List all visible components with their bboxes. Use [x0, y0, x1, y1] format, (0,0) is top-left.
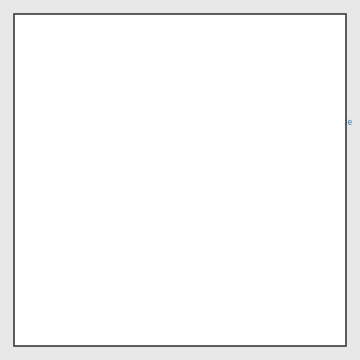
Text: 17.5: 17.5: [135, 116, 152, 125]
Text: 27.5: 27.5: [172, 90, 189, 99]
Text: L L 2: L L 2: [214, 196, 232, 205]
Text: 1: 1: [213, 144, 217, 153]
Text: L : Lug terminal: L : Lug terminal: [76, 251, 147, 260]
Text: Unit : mm: Unit : mm: [285, 25, 330, 34]
Text: 6-ø0.8 ⁰₁ hole: 6-ø0.8 ⁰₁ hole: [78, 186, 148, 224]
Text: 3: 3: [46, 180, 51, 189]
Text: L L: L L: [73, 196, 84, 205]
Text: Tolerance : ±0.1: Tolerance : ±0.1: [256, 306, 330, 315]
Text: 2.75: 2.75: [309, 165, 318, 181]
Text: 2-ø1.6⁺⁰₁ hole: 2-ø1.6⁺⁰₁ hole: [217, 118, 352, 161]
Text: L: L: [47, 157, 51, 166]
Text: 2: 2: [208, 196, 213, 205]
Text: 22.5: 22.5: [152, 103, 168, 112]
